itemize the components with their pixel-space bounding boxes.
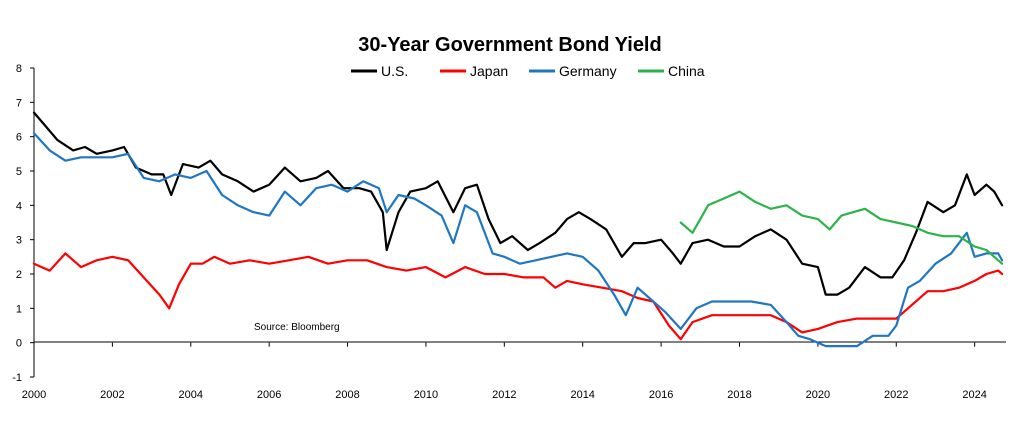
x-tick-label: 2010: [414, 389, 438, 401]
legend-item: China: [638, 63, 705, 79]
y-tick-label: 2: [16, 269, 22, 281]
x-tick-label: 2004: [179, 389, 203, 401]
x-tick-label: 2012: [492, 389, 516, 401]
series-line-china: [679, 190, 1004, 265]
x-ticks: 2000 2002 2004 2006 2008 2010 2012 2014 2016 2018…: [22, 342, 987, 401]
y-tick-label: 0: [16, 338, 22, 350]
series-line-germany: [32, 132, 1004, 348]
x-tick-label: 2018: [727, 389, 751, 401]
legend-label: U.S.: [381, 63, 408, 79]
x-tick-label: 2022: [884, 389, 908, 401]
x-tick-label: 2000: [22, 389, 46, 401]
legend-item: U.S.: [351, 63, 408, 79]
legend-label: China: [668, 63, 705, 79]
y-tick-label: 4: [16, 200, 22, 212]
x-tick-label: 2024: [962, 389, 986, 401]
x-tick-label: 2006: [257, 389, 281, 401]
legend-item: Germany: [529, 63, 617, 79]
source-note: Source: Bloomberg: [254, 322, 340, 333]
y-tick-label: 8: [16, 63, 22, 75]
series-line-us: [32, 111, 1004, 296]
x-tick-label: 2008: [335, 389, 359, 401]
y-tick-label: 5: [16, 166, 22, 178]
legend-item: Japan: [440, 63, 508, 79]
y-tick-label: 6: [16, 132, 22, 144]
legend-label: Japan: [470, 63, 508, 79]
series-line-japan: [32, 252, 1004, 341]
axes: [33, 68, 1006, 377]
chart-title: 30-Year Government Bond Yield: [358, 34, 661, 56]
x-tick-label: 2020: [806, 389, 830, 401]
y-tick-label: 3: [16, 235, 22, 247]
x-tick-label: 2016: [649, 389, 673, 401]
series-lines: [32, 111, 1004, 348]
y-tick-label: -1: [12, 372, 22, 384]
x-tick-label: 2002: [100, 389, 124, 401]
legend: U.S. Japan Germany China: [351, 63, 705, 79]
y-ticks: -1 0 1 2 3 4 5 6 7 8: [12, 63, 34, 384]
y-tick-label: 7: [16, 97, 22, 109]
y-tick-label: 1: [16, 303, 22, 315]
x-tick-label: 2014: [570, 389, 594, 401]
legend-label: Germany: [559, 63, 617, 79]
